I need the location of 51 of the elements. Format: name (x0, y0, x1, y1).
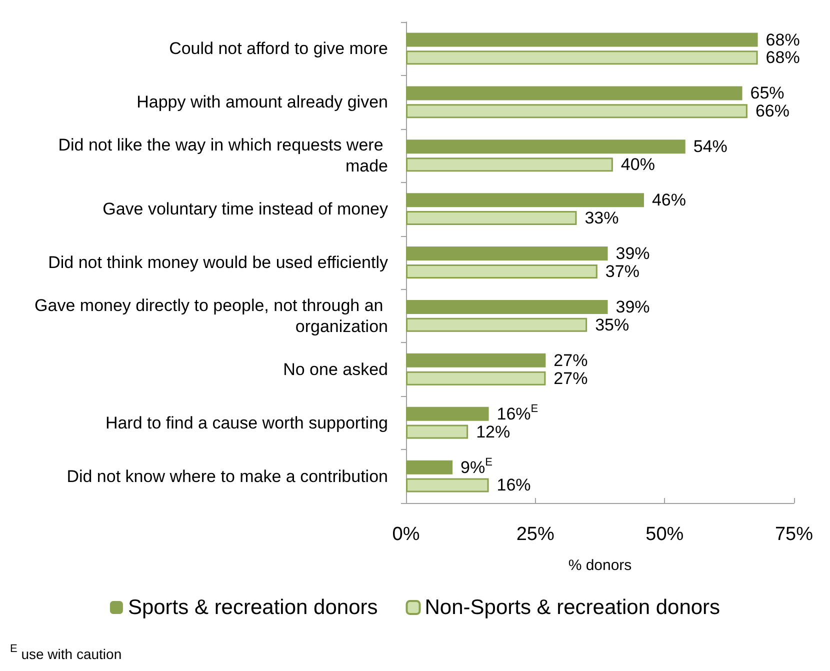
data-label: 39% (616, 297, 650, 316)
y-tick-label: Gave voluntary time instead of money (102, 200, 388, 219)
data-label: 40% (620, 155, 655, 174)
data-label: 27% (554, 350, 588, 370)
y-tick-label: Gave money directly to people, not through an organization (34, 296, 388, 336)
data-label: 35% (595, 315, 630, 334)
x-axis-title: % donors (568, 557, 632, 574)
y-tick-label: Hard to find a cause worth supporting (105, 413, 388, 432)
x-tick-label: 25% (516, 524, 554, 545)
bar (406, 193, 644, 208)
bar (406, 460, 453, 474)
y-tick-label: No one asked (283, 360, 388, 379)
bar (406, 50, 758, 65)
y-tick-label: Did not know where to make a contribution (66, 466, 388, 486)
data-label: 33% (584, 208, 619, 228)
bar (406, 424, 468, 439)
data-label: 65% (750, 84, 784, 103)
y-tick-label: Could not afford to give more (169, 39, 388, 58)
y-tick-label: Happy with amount already given (136, 92, 388, 112)
data-label: 27% (554, 368, 588, 388)
y-tick-label: Did not think money would be used efficiently (48, 253, 388, 272)
data-label: 66% (755, 102, 790, 121)
bar (406, 158, 613, 172)
bar (406, 406, 489, 421)
bar (406, 86, 742, 100)
bar (406, 246, 608, 261)
legend-label: Sports & recreation donors (128, 596, 378, 619)
data-label: 46% (652, 190, 686, 210)
legend-label: Non-Sports & recreation donors (424, 596, 720, 619)
bar (406, 478, 489, 492)
bar (406, 264, 598, 278)
bar (406, 140, 686, 154)
data-label: 12% (476, 422, 510, 442)
data-label: 54% (693, 137, 728, 156)
bar (406, 211, 577, 226)
y-tick-label: Did not like the way in which requests were made (58, 136, 388, 176)
data-label: 16% (496, 476, 531, 495)
x-tick-label: 50% (646, 524, 684, 545)
bar (406, 32, 758, 47)
text: E use with caution (10, 643, 122, 662)
x-tick-label: 75% (774, 524, 814, 545)
bar (406, 300, 608, 314)
x-tick-label: 0% (392, 524, 420, 545)
data-label: 39% (616, 244, 650, 264)
bar (406, 371, 546, 386)
bar (406, 353, 546, 368)
bar (406, 318, 588, 332)
bar (406, 104, 748, 118)
data-label: 68% (766, 48, 800, 68)
data-label: 68% (766, 30, 800, 50)
data-label: 37% (605, 262, 640, 281)
